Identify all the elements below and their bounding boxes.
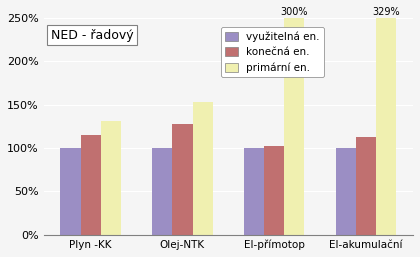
Legend: využitelná en., konečná en., primární en.: využitelná en., konečná en., primární en… (221, 27, 324, 77)
Bar (244, 148, 264, 235)
Bar (152, 148, 172, 235)
Bar (284, 18, 304, 235)
Bar (172, 124, 192, 235)
Bar (264, 146, 284, 235)
Bar (376, 18, 396, 235)
Bar (336, 148, 356, 235)
Bar (81, 135, 101, 235)
Bar (192, 102, 213, 235)
Bar (101, 121, 121, 235)
Bar (356, 137, 376, 235)
Text: 329%: 329% (373, 7, 400, 17)
Bar (60, 148, 81, 235)
Text: NED - řadový: NED - řadový (51, 29, 134, 42)
Text: 300%: 300% (281, 7, 308, 17)
